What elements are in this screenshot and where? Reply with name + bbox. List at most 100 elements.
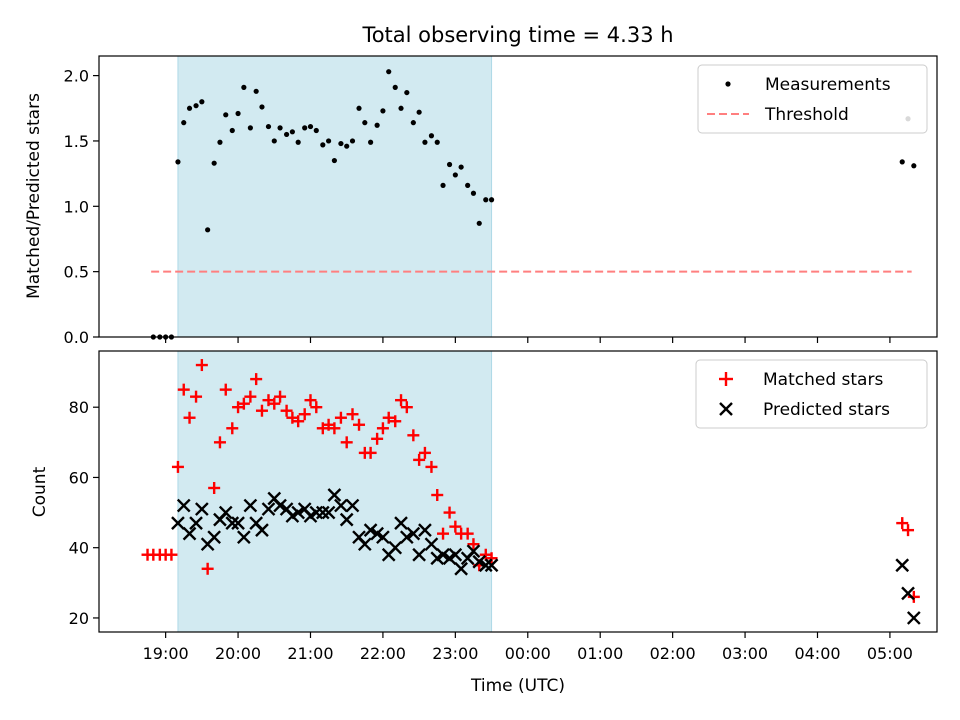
predicted-star-point bbox=[182, 526, 197, 541]
legend-bottom: Matched stars Predicted stars bbox=[695, 359, 928, 429]
y-tick-label: 60 bbox=[69, 468, 89, 487]
measurement-point bbox=[265, 123, 272, 130]
matched-star-point bbox=[268, 397, 281, 410]
legend-label-matched: Matched stars bbox=[763, 370, 883, 390]
predicted-star-point bbox=[906, 611, 921, 625]
x-tick-label: 19:00 bbox=[143, 644, 189, 663]
predicted-star-point bbox=[231, 516, 245, 530]
matched-star-point bbox=[400, 401, 413, 414]
chart-title: Total observing time = 4.33 h bbox=[361, 23, 673, 47]
measurement-point bbox=[416, 109, 422, 115]
matched-star-point bbox=[407, 429, 420, 442]
matched-star-point bbox=[425, 460, 438, 473]
matched-star-point bbox=[485, 552, 498, 565]
predicted-star-point bbox=[357, 537, 372, 552]
measurement-point bbox=[223, 112, 229, 118]
y-tick-label: 0.5 bbox=[64, 263, 89, 282]
y-tick-label: 40 bbox=[69, 539, 89, 558]
matched-star-point bbox=[437, 527, 450, 540]
predicted-star-point bbox=[315, 505, 330, 520]
matched-star-point bbox=[334, 411, 347, 424]
measurement-point bbox=[428, 133, 435, 139]
matched-star-point bbox=[201, 562, 214, 575]
measurement-point bbox=[325, 138, 332, 144]
predicted-star-point bbox=[394, 516, 408, 530]
predicted-star-point bbox=[321, 505, 336, 520]
matched-star-point bbox=[364, 446, 377, 459]
measurement-point bbox=[211, 160, 217, 166]
predicted-star-point bbox=[291, 505, 306, 520]
measurement-point bbox=[356, 105, 362, 111]
predicted-star-point bbox=[484, 558, 499, 573]
predicted-star-point bbox=[195, 502, 209, 516]
matched-star-point bbox=[274, 390, 287, 403]
matched-star-point bbox=[255, 404, 268, 417]
matched-star-point bbox=[395, 394, 408, 407]
measurement-point bbox=[446, 161, 453, 168]
predicted-star-point bbox=[466, 544, 481, 559]
matched-star-point bbox=[371, 432, 384, 445]
predicted-star-point bbox=[207, 530, 222, 545]
predicted-star-point bbox=[895, 558, 910, 573]
matched-star-point bbox=[431, 489, 444, 502]
predicted-star-point bbox=[454, 561, 468, 576]
predicted-star-point bbox=[255, 523, 269, 537]
measurement-point bbox=[181, 120, 187, 126]
matched-star-point bbox=[896, 517, 909, 530]
predicted-star-point bbox=[218, 505, 233, 520]
matched-star-point bbox=[177, 383, 190, 396]
legend-label-measurements: Measurements bbox=[765, 75, 891, 95]
observing-span bbox=[177, 350, 493, 633]
x-tick-label: 23:00 bbox=[432, 644, 478, 663]
measurement-point bbox=[338, 140, 344, 147]
measurement-point bbox=[235, 110, 241, 117]
predicted-star-point bbox=[237, 530, 251, 545]
y-tick-label: 0.0 bbox=[64, 328, 89, 347]
x-tick-label: 21:00 bbox=[287, 644, 333, 663]
measurement-point bbox=[175, 159, 181, 165]
matched-star-point bbox=[183, 411, 196, 424]
measurement-point bbox=[368, 139, 374, 145]
predicted-star-point bbox=[363, 523, 378, 537]
measurement-point bbox=[259, 104, 265, 110]
panel-counts-x-axis: 19:00 20:00 21:00 22:00 23:00 00:00 01:00 02:00… bbox=[143, 632, 913, 663]
legend-top-box bbox=[697, 64, 928, 134]
matched-star-point bbox=[418, 446, 431, 459]
panel-ratio-span-layer bbox=[177, 55, 493, 338]
x-tick-label: 04:00 bbox=[794, 644, 840, 663]
matched-star-point bbox=[219, 383, 232, 396]
measurement-point bbox=[380, 108, 386, 114]
measurement-point bbox=[199, 99, 205, 105]
matched-star-point bbox=[190, 390, 203, 403]
predicted-star-point bbox=[388, 540, 403, 555]
measurement-point bbox=[458, 164, 464, 170]
panel-counts-span-layer bbox=[177, 350, 493, 633]
matched-star-point bbox=[250, 373, 263, 386]
legend-marker-measurements bbox=[725, 81, 731, 87]
measurement-point bbox=[362, 120, 368, 126]
panel-counts-ylabel: Count bbox=[30, 466, 50, 517]
panel-ratio-x-axis bbox=[165, 337, 891, 343]
y-tick-label: 80 bbox=[69, 398, 89, 417]
panel-counts: 20 40 60 80 19:00 20:00 21:00 22:00 23:00 00:00 0… bbox=[30, 350, 938, 663]
predicted-star-point bbox=[345, 498, 360, 513]
predicted-star-point bbox=[901, 586, 915, 601]
matched-star-point bbox=[389, 415, 402, 428]
matched-star-point bbox=[328, 422, 341, 435]
x-tick-label: 01:00 bbox=[577, 644, 623, 663]
measurement-point bbox=[331, 157, 337, 164]
x-tick-label: 02:00 bbox=[650, 644, 696, 663]
legend-label-predicted: Predicted stars bbox=[763, 400, 890, 420]
measurement-point bbox=[295, 139, 301, 145]
measurement-point bbox=[398, 105, 404, 111]
measurement-point bbox=[271, 138, 277, 144]
matched-star-point bbox=[226, 422, 239, 435]
measurement-point bbox=[899, 159, 905, 165]
measurement-point bbox=[247, 125, 253, 131]
matched-star-point bbox=[298, 408, 311, 421]
predicted-star-point bbox=[412, 547, 426, 562]
matched-star-point bbox=[292, 415, 305, 428]
observing-span bbox=[177, 55, 493, 338]
measurement-point bbox=[483, 197, 489, 203]
